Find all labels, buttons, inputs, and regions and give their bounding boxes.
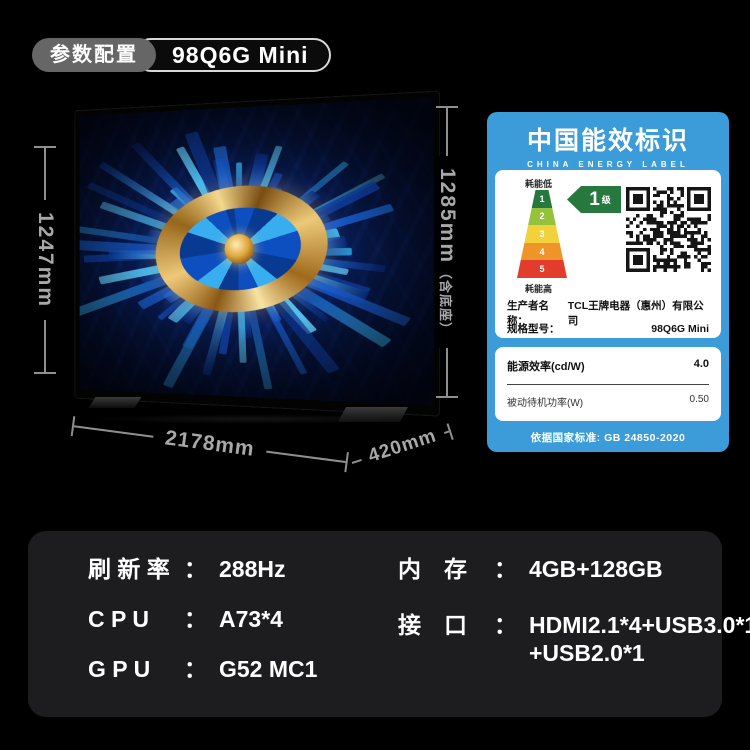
energy-high-label: 耗能高 [525,284,553,294]
efficiency-label: 能源效率(cd/W) [507,361,585,373]
pyramid-tier-5: 5 [517,260,567,278]
pyramid-tier-4: 4 [517,242,567,261]
energy-label-footer: 依据国家标准: GB 24850-2020 [530,432,686,444]
efficiency-value: 4.0 [693,358,709,370]
spec-row-cpu: C P U ： A73*4 [88,606,283,632]
spec-label: G P U [88,656,151,682]
spec-row-ports: 接 口 ： HDMI2.1*4+USB3.0*1 +USB2.0*1 [398,611,750,667]
dim-height-left-label: 1247mm [33,199,57,321]
spec-row-gpu: G P U ： G52 MC1 [88,656,318,682]
tv-frame [75,91,440,416]
tv-foot-left [88,397,142,408]
dim-depth: 420mm [349,420,455,473]
dim-height-right: 1285mm （含底座） [435,106,459,398]
pyramid-tier-3: 3 [517,225,567,243]
efficiency-row: 能源效率(cd/W) 4.0 [507,358,709,374]
energy-grade-badge: 1 级 [567,186,621,213]
dim-height-right-note: （含底座） [438,266,454,337]
spec-label: C P U [88,606,149,632]
energy-label-title: 中国能效标识 [526,127,689,155]
pyramid-tier-1: 1 [517,190,567,208]
energy-label: 中国能效标识 CHINA ENERGY LABEL 耗能低 1 2 3 4 5 … [487,112,729,452]
spec-label: 刷 新 率 [88,556,170,582]
producer-row: 生产者名称： TCL王牌电器（惠州）有限公司 [507,298,709,328]
grade-unit: 级 [601,195,611,205]
model-label: 规格型号： [507,323,560,335]
energy-label-subtitle: CHINA ENERGY LABEL [527,160,689,169]
spec-value: A73*4 [219,606,283,632]
header-badge: 参数配置 98Q6G Mini [32,38,331,72]
standby-value: 0.50 [689,394,709,405]
dim-width-label: 2178mm [163,426,257,461]
metrics-divider [507,384,709,385]
model-row: 规格型号： 98Q6G Mini [507,321,709,336]
tv-shadow [91,414,416,424]
spec-value: 4GB+128GB [529,556,663,582]
tv-image [62,91,440,424]
dim-height-left: 1247mm [33,146,57,374]
standby-label: 被动待机功率(W) [507,398,584,409]
dim-depth-label: 420mm [365,425,440,467]
config-badge: 参数配置 [32,38,156,72]
spec-column-right: 内 存 ： 4GB+128GB 接 口 ： HDMI2.1*4+USB3.0*1… [398,555,750,695]
center-swirl-art [224,234,254,265]
spec-value: 288Hz [219,556,286,582]
spec-label: 接 口 [398,612,467,638]
model-value: 98Q6G Mini [651,323,709,335]
model-badge-label: 98Q6G Mini [172,42,309,68]
spec-panel: 刷 新 率 ： 288Hz C P U ： A73*4 G P U ： G52 … [28,531,750,717]
spec-value: HDMI2.1*4+USB3.0*1 +USB2.0*1 [529,612,750,666]
qr-code-svg [626,187,711,272]
energy-metrics-card: 能源效率(cd/W) 4.0 被动待机功率(W) 0.50 [495,347,721,421]
spec-value: G52 MC1 [219,656,318,682]
spec-row-memory: 内 存 ： 4GB+128GB [398,555,750,583]
spec-row-refresh: 刷 新 率 ： 288Hz [88,556,286,582]
spec-label: 内 存 [398,556,467,582]
config-badge-label: 参数配置 [50,44,138,66]
producer-label: 生产者名称： [507,300,549,327]
tv-screen [79,97,434,406]
spec-column-left: 刷 新 率 ： 288Hz C P U ： A73*4 G P U ： G52 … [88,555,317,705]
energy-grade-card: 耗能低 1 2 3 4 5 耗能高 1 级 生产者名称： TCL王牌电器（惠州）… [495,170,721,338]
dim-height-right-label: 1285mm （含底座） [435,155,459,349]
standby-row: 被动待机功率(W) 0.50 [507,394,709,409]
energy-label-header: 中国能效标识 CHINA ENERGY LABEL [487,121,729,169]
grade-number: 1 [589,188,600,210]
qr-code [626,187,711,272]
pyramid-tier-2: 2 [517,207,567,226]
energy-low-label: 耗能低 [525,179,553,189]
energy-pyramid: 1 2 3 4 5 [517,190,567,278]
producer-value: TCL王牌电器（惠州）有限公司 [567,300,704,327]
model-badge: 98Q6G Mini [134,38,331,72]
